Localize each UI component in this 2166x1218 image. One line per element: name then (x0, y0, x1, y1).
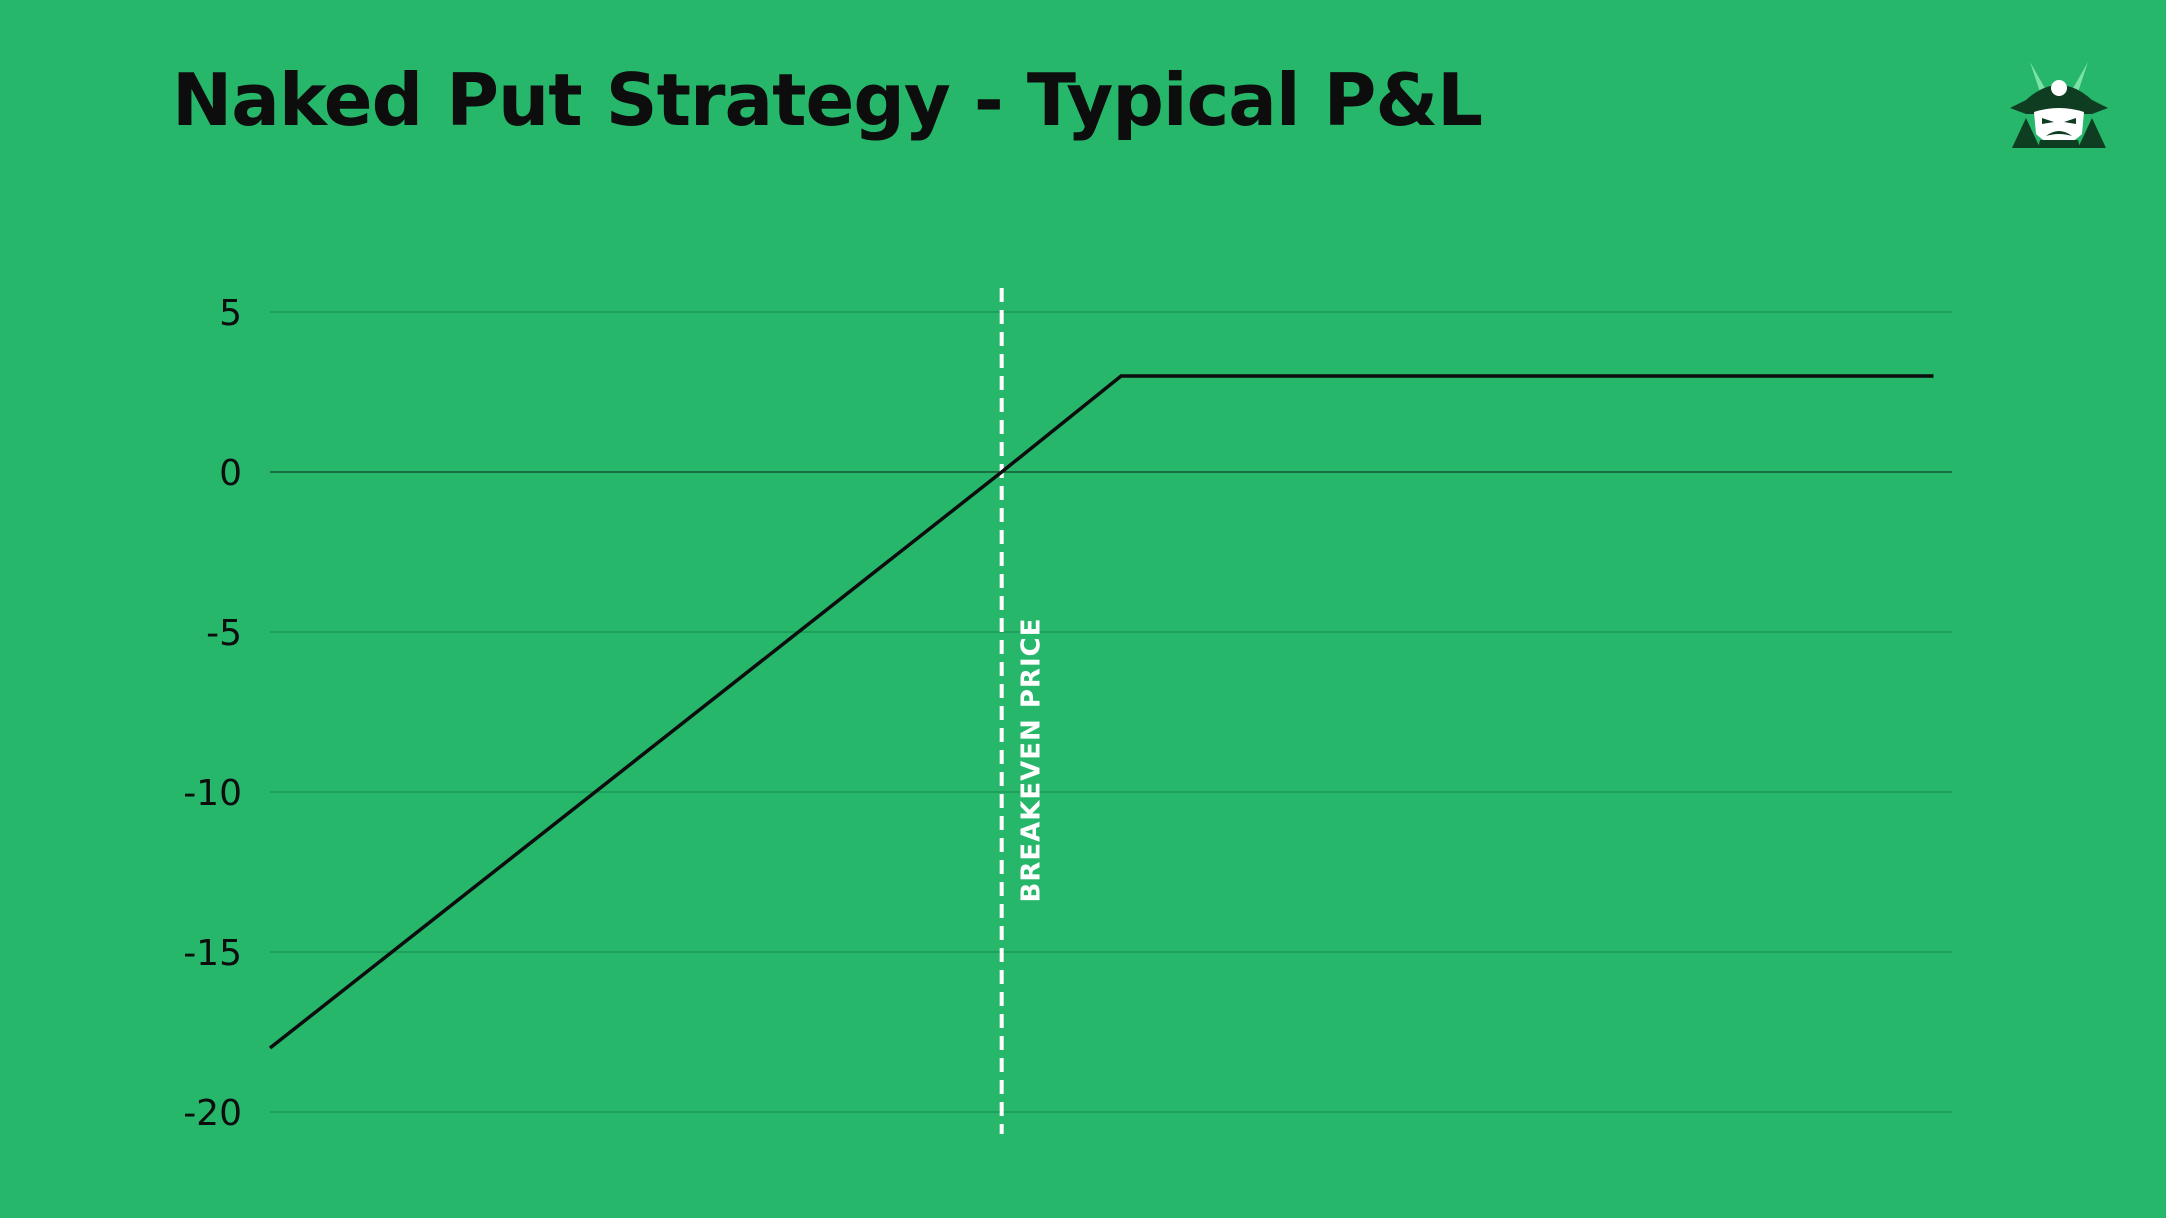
y-tick-label: -5 (206, 613, 242, 654)
y-tick-label: -20 (183, 1093, 242, 1134)
breakeven-label: BREAKEVEN PRICE (1017, 618, 1047, 903)
series-line-0 (268, 374, 1934, 1050)
y-axis-ticks: 5 0 -5 -10 -15 -20 (183, 293, 242, 1134)
y-tick-label: -10 (183, 773, 242, 814)
series-layer (268, 374, 1934, 1050)
gridlines (270, 311, 1952, 1113)
y-tick-label: 5 (219, 293, 242, 334)
samurai-helmet-icon (2010, 62, 2108, 148)
breakeven-marker: BREAKEVEN PRICE (999, 288, 1047, 1134)
chart-title: Naked Put Strategy - Typical P&L (172, 58, 1483, 142)
y-tick-label: -15 (183, 933, 242, 974)
y-tick-label: 0 (219, 453, 242, 494)
